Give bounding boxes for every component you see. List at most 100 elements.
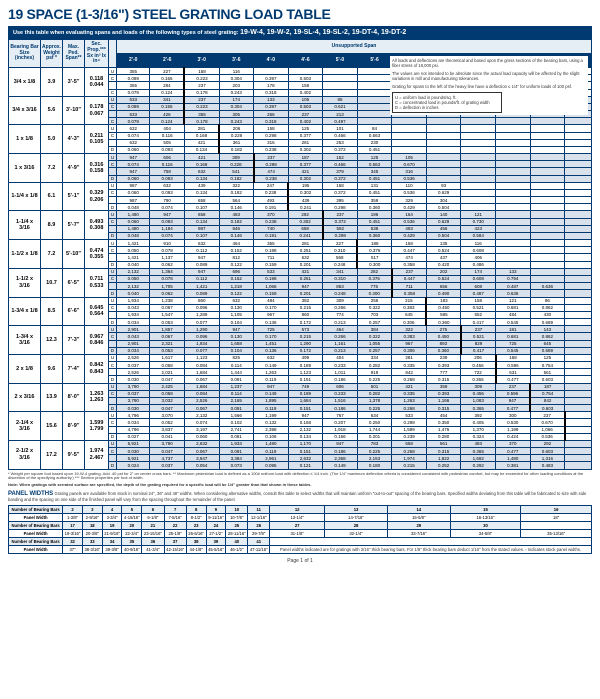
table-cell bbox=[496, 211, 531, 218]
table-cell: 239 bbox=[426, 354, 461, 361]
table-cell bbox=[496, 161, 531, 168]
table-cell: 0.146 bbox=[219, 204, 254, 211]
table-cell bbox=[426, 154, 461, 161]
table-cell: 3,837 bbox=[150, 426, 185, 433]
table-cell bbox=[426, 161, 461, 168]
table-cell: 133 bbox=[496, 268, 531, 275]
table-cell: 309 bbox=[219, 154, 254, 161]
table-cell bbox=[357, 68, 392, 75]
table-cell: 0.081 bbox=[219, 433, 254, 440]
table-cell: 454 bbox=[426, 412, 461, 419]
table-cell: 0.122 bbox=[219, 290, 254, 297]
table-cell: 237 bbox=[530, 412, 565, 419]
span-hdr: 2'-6 bbox=[150, 54, 185, 68]
table-cell: 158 bbox=[392, 240, 427, 247]
table-cell: 0.450 bbox=[426, 304, 461, 311]
table-cell: 0.084 bbox=[184, 390, 219, 397]
table-cell: 783 bbox=[357, 440, 392, 447]
table-cell: 711 bbox=[392, 283, 427, 290]
table-cell: 0.304 bbox=[219, 103, 254, 110]
table-cell bbox=[530, 290, 565, 297]
table-cell: 2,153 bbox=[357, 455, 392, 462]
table-cell: 0.037 bbox=[117, 362, 150, 369]
table-cell: 0.170 bbox=[254, 333, 289, 340]
row-ped: 5'-7" bbox=[63, 211, 85, 240]
table-cell bbox=[426, 175, 461, 182]
table-cell: 183 bbox=[426, 297, 461, 304]
table-cell: 0.282 bbox=[357, 362, 392, 369]
table-cell: 634 bbox=[357, 412, 392, 419]
panel-cell: 23 bbox=[186, 522, 206, 530]
panel-cell: 12 bbox=[270, 506, 325, 514]
panel-cell: 38-3/16" bbox=[82, 546, 102, 554]
table-cell bbox=[565, 347, 592, 354]
table-cell: 0.182 bbox=[219, 189, 254, 196]
table-cell bbox=[323, 75, 358, 82]
table-cell: 0.689 bbox=[530, 319, 565, 326]
table-cell bbox=[565, 204, 592, 211]
row-ped: 7'-3" bbox=[63, 326, 85, 355]
table-cell: 2,165 bbox=[219, 397, 254, 404]
table-cell: 767 bbox=[323, 412, 358, 419]
row-size: 1-1/2 x 1/8 bbox=[9, 240, 41, 269]
table-cell: 0.060 bbox=[184, 433, 219, 440]
panel-cell: 32-1/4" bbox=[325, 530, 388, 538]
table-cell: 0.119 bbox=[254, 448, 289, 455]
load-type: C bbox=[109, 247, 117, 254]
table-cell: 0.152 bbox=[219, 247, 254, 254]
panel-row-label: Number of Bearing Bars bbox=[9, 538, 63, 546]
table-cell bbox=[530, 218, 565, 225]
table-cell: 0.149 bbox=[254, 390, 289, 397]
table-cell: 0.050 bbox=[117, 275, 150, 282]
table-cell bbox=[565, 311, 592, 318]
table-cell: 493 bbox=[254, 197, 289, 204]
panel-note: Panel widths indicated are for gratings … bbox=[270, 546, 592, 554]
table-cell: 0.155 bbox=[150, 103, 185, 110]
table-cell: 0.223 bbox=[184, 75, 219, 82]
table-cell: 0.268 bbox=[392, 448, 427, 455]
table-cell: 0.213 bbox=[323, 319, 358, 326]
table-cell: 316 bbox=[254, 139, 289, 146]
table-cell: 0.096 bbox=[184, 333, 219, 340]
table-cell: 1,170 bbox=[288, 440, 323, 447]
table-cell: 158 bbox=[254, 125, 289, 132]
table-cell: 1,370 bbox=[461, 426, 496, 433]
table-cell: 0.629 bbox=[426, 189, 461, 196]
panel-cell: 27 bbox=[270, 522, 325, 530]
panel-cell: 14 bbox=[387, 506, 450, 514]
table-cell: 2,526 bbox=[184, 397, 219, 404]
table-cell bbox=[461, 161, 496, 168]
table-cell: 632 bbox=[150, 182, 185, 189]
table-cell: 0.186 bbox=[323, 448, 358, 455]
span-hdr: 4'-0 bbox=[254, 54, 289, 68]
table-cell: 421 bbox=[288, 268, 323, 275]
table-cell: 0.251 bbox=[288, 275, 323, 282]
table-cell: 0.132 bbox=[254, 419, 289, 426]
table-cell bbox=[530, 132, 565, 139]
table-cell: 1,316 bbox=[530, 455, 565, 462]
table-cell: 0.186 bbox=[323, 376, 358, 383]
table-cell: 0.182 bbox=[219, 175, 254, 182]
table-cell: 4,737 bbox=[150, 455, 185, 462]
table-cell: 3,790 bbox=[117, 383, 150, 390]
row-size: 1-3/4 x 3/16 bbox=[9, 326, 41, 355]
table-cell: 1,421 bbox=[117, 254, 150, 261]
table-cell: 300 bbox=[496, 412, 531, 419]
table-cell: 1,421 bbox=[117, 240, 150, 247]
table-cell: 484 bbox=[496, 311, 531, 318]
panel-cell: 47-11/16" bbox=[248, 546, 270, 554]
table-cell: 359 bbox=[426, 383, 461, 390]
table-cell: 329 bbox=[392, 197, 427, 204]
table-cell: 355 bbox=[254, 240, 289, 247]
table-cell: 0.397 bbox=[254, 103, 289, 110]
table-cell bbox=[496, 175, 531, 182]
table-cell: 632 bbox=[254, 354, 289, 361]
table-cell bbox=[565, 462, 592, 469]
table-cell: 1,934 bbox=[184, 340, 219, 347]
table-cell: 0.239 bbox=[392, 433, 427, 440]
table-cell: 0.306 bbox=[392, 347, 427, 354]
panel-cell: 39-3/8" bbox=[102, 546, 122, 554]
table-cell bbox=[530, 225, 565, 232]
table-cell bbox=[565, 304, 592, 311]
table-cell: 0.034 bbox=[117, 347, 150, 354]
